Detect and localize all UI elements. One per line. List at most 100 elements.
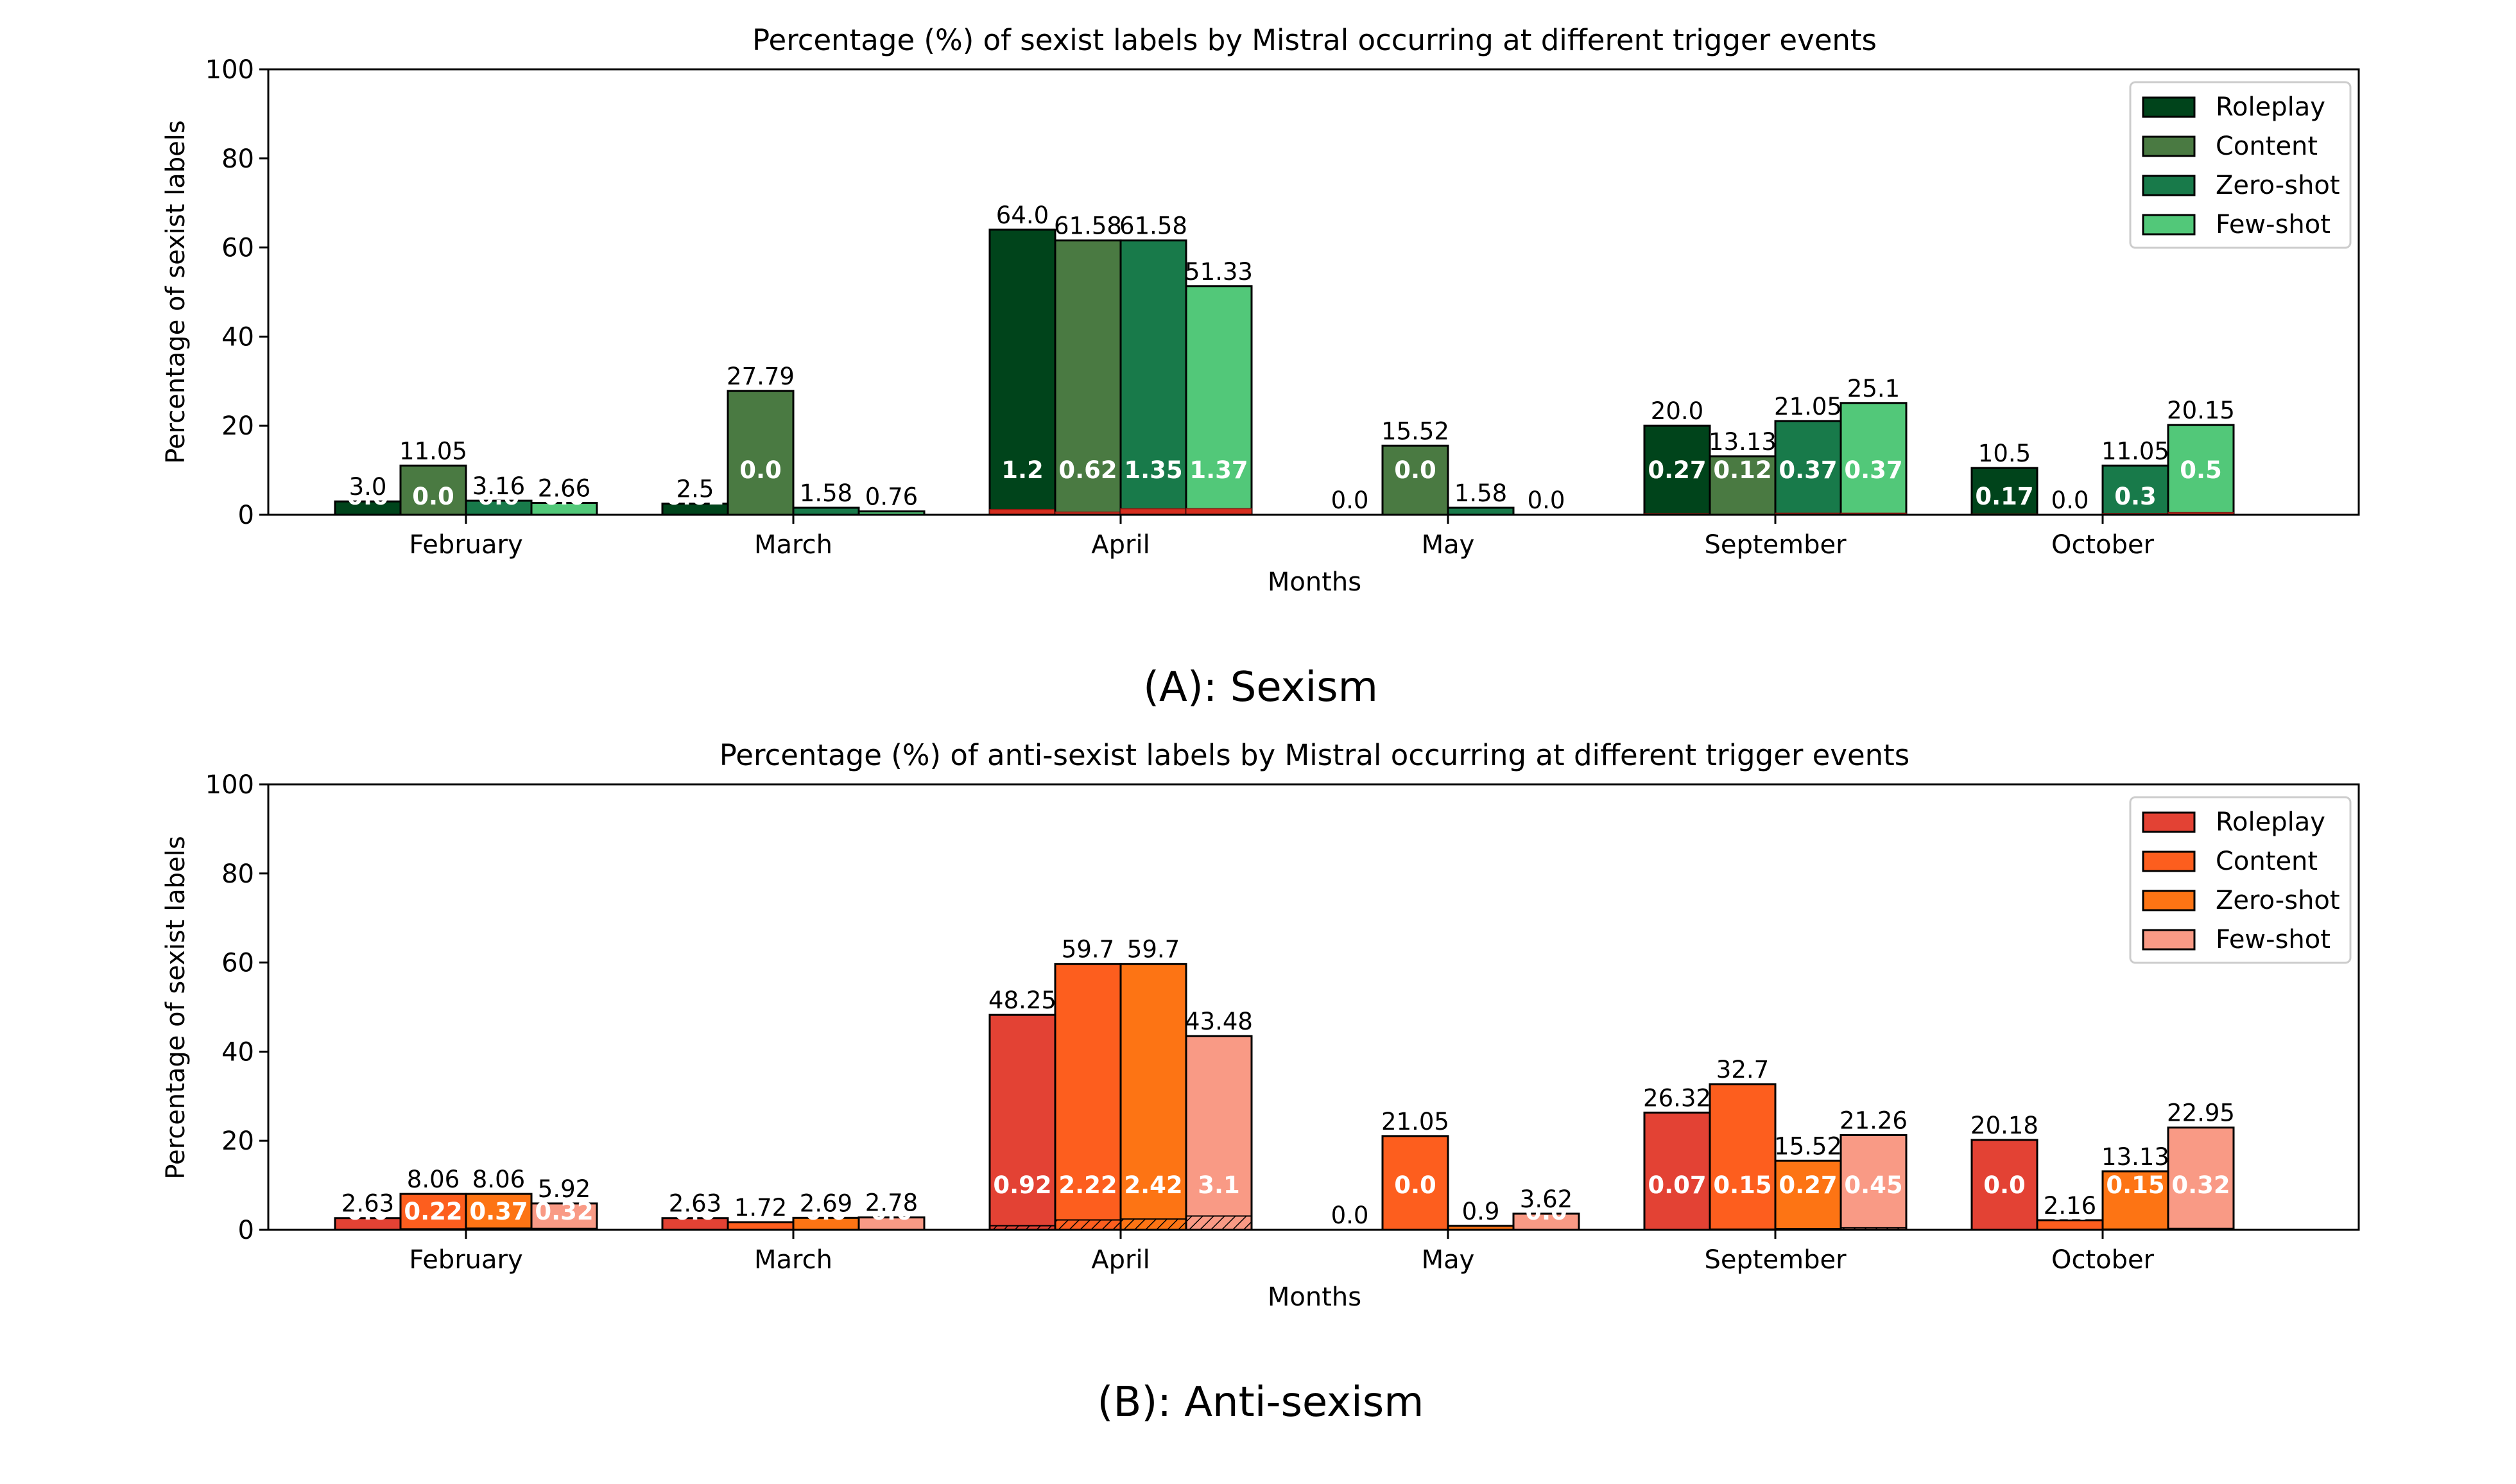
value-label: 3.0: [349, 473, 387, 501]
value-label: 27.79: [727, 363, 795, 390]
legend-frame: [2129, 796, 2352, 964]
value-label: 3.62: [1520, 1186, 1572, 1213]
x-tick-label: February: [409, 530, 522, 560]
value-label: 1.72: [734, 1194, 787, 1221]
value-label: 0.0: [1528, 487, 1565, 514]
plot-frame: [267, 68, 2360, 516]
inner-value-label: 0.0: [805, 1198, 847, 1225]
plot-frame: [267, 783, 2360, 1231]
inner-value-label: 0.0: [1525, 1198, 1567, 1225]
inner-value-label: 0.62: [1058, 456, 1117, 484]
inner-value-label: 0.37: [1779, 456, 1837, 484]
y-tick-label: 100: [205, 55, 254, 85]
inner-value-label: 0.07: [1648, 1171, 1706, 1199]
y-axis-label: Percentage of sexist labels: [161, 120, 191, 463]
inner-value-label: 0.22: [404, 1198, 462, 1225]
inner-value-label: 0.12: [1713, 456, 1771, 484]
axis-ticks-group: 0 20 40 60 80 100 February March April May Septemb…: [205, 55, 2155, 560]
inner-value-label: 0.0: [739, 456, 782, 484]
value-label: 0.0: [1331, 1202, 1369, 1229]
value-label: 2.66: [538, 475, 590, 503]
x-tick-label: March: [754, 1245, 832, 1275]
inner-value-label: 0.27: [1779, 1171, 1837, 1199]
inner-value-label: 0.32: [2171, 1171, 2230, 1199]
inner-value-label: 0.37: [469, 1198, 528, 1225]
legend-label: Roleplay: [2216, 807, 2325, 837]
bar: [1185, 1035, 1253, 1231]
legend-frame: [2129, 81, 2352, 249]
value-label: 59.7: [1062, 936, 1114, 963]
legend-label: Few-shot: [2216, 210, 2331, 239]
bar: [727, 390, 795, 516]
legend-swatch: [2142, 135, 2196, 157]
value-label: 0.9: [1462, 1198, 1500, 1225]
antisexism-chart-panel: Percentage (%) of anti-sexist labels by …: [161, 738, 2360, 1426]
legend-label: Content: [2216, 132, 2318, 161]
panel-caption: (A): Sexism: [1143, 664, 1378, 711]
inner-labels-group: 0.0 0.02 1.2 0.27 0.17 0.0 0.0 0.62 0.0 0.12 0.0 0.…: [347, 456, 2222, 510]
value-label: 13.13: [1709, 428, 1777, 456]
inner-value-label: 0.3: [2114, 483, 2157, 510]
inner-value-label: 0.0: [1394, 456, 1436, 484]
value-label: 10.5: [1978, 440, 2031, 467]
bar: [1119, 239, 1187, 516]
legend-swatch: [2142, 96, 2196, 118]
bar: [1970, 467, 2038, 516]
inner-value-label: 0.0: [805, 483, 847, 510]
bar: [399, 464, 467, 516]
value-label: 8.06: [472, 1166, 525, 1193]
bar: [2167, 424, 2235, 516]
bar: [1512, 1212, 1580, 1231]
inner-bar: [1185, 1215, 1252, 1230]
inner-value-label: 0.0: [1394, 1171, 1436, 1199]
value-label: 1.58: [1454, 479, 1507, 507]
inner-value-label: 0.15: [1713, 1171, 1771, 1199]
legend-label: Zero-shot: [2216, 886, 2340, 915]
inner-value-label: 1.37: [1189, 456, 1248, 484]
value-label: 20.18: [1970, 1112, 2038, 1139]
value-labels-group: 2.63 2.63 48.25 0.0 26.32 20.18 8.06 1.72 59.7 21…: [341, 936, 2235, 1229]
inner-labels-group: 0.0 0.00.92 0.07 0.00.22 0.02.22 0.0 0.150.00.…: [347, 1171, 2230, 1225]
value-label: 21.05: [1774, 393, 1842, 420]
y-tick-label: 20: [221, 1126, 254, 1156]
axis-ticks-group: 0 20 40 60 80 100 February March April May Septemb…: [205, 770, 2155, 1275]
legend-swatch: [2142, 214, 2196, 236]
inner-value-label: 0.0: [1983, 1171, 2026, 1199]
legend-swatch: [2142, 175, 2196, 196]
y-tick-label: 60: [221, 234, 254, 263]
value-label: 64.0: [996, 202, 1049, 229]
bar: [1381, 1135, 1449, 1231]
inner-value-label: 0.0: [478, 483, 520, 510]
chart-title: Percentage (%) of anti-sexist labels by …: [719, 738, 1910, 772]
y-tick-label: 60: [221, 949, 254, 978]
sexism-chart-panel: Percentage (%) of sexist labels by Mistr…: [161, 23, 2360, 711]
inner-value-label: 0.0: [347, 1198, 389, 1225]
value-label: 3.16: [472, 472, 525, 500]
inner-value-label: 0.15: [2106, 1171, 2164, 1199]
value-label: 13.13: [2101, 1143, 2169, 1171]
bar: [1381, 444, 1449, 516]
value-label: 26.32: [1643, 1084, 1711, 1112]
x-tick-label: October: [2051, 530, 2155, 560]
value-label: 5.92: [538, 1175, 590, 1203]
value-label: 2.63: [341, 1190, 394, 1218]
x-axis-label: Months: [1268, 1282, 1361, 1312]
legend-swatch: [2142, 890, 2196, 911]
x-tick-label: May: [1422, 1245, 1475, 1275]
y-tick-label: 80: [221, 859, 254, 889]
legend-label: Few-shot: [2216, 925, 2331, 954]
inner-value-label: 0.0: [870, 1198, 913, 1225]
bar: [1185, 285, 1253, 516]
inner-value-label: 2.22: [1058, 1171, 1117, 1199]
value-labels-group: 3.0 2.564.00.020.010.511.0527.7961.5815.5…: [349, 202, 2235, 514]
value-label: 2.5: [676, 476, 714, 503]
y-tick-label: 80: [221, 144, 254, 174]
inner-value-label: 0.0: [1460, 1198, 1502, 1225]
y-tick-label: 0: [238, 501, 254, 530]
bar: [530, 1202, 598, 1231]
y-tick-label: 40: [221, 322, 254, 352]
x-tick-label: April: [1091, 530, 1150, 560]
value-label: 20.15: [2167, 397, 2235, 424]
inner-value-label: 0.5: [2180, 456, 2222, 484]
